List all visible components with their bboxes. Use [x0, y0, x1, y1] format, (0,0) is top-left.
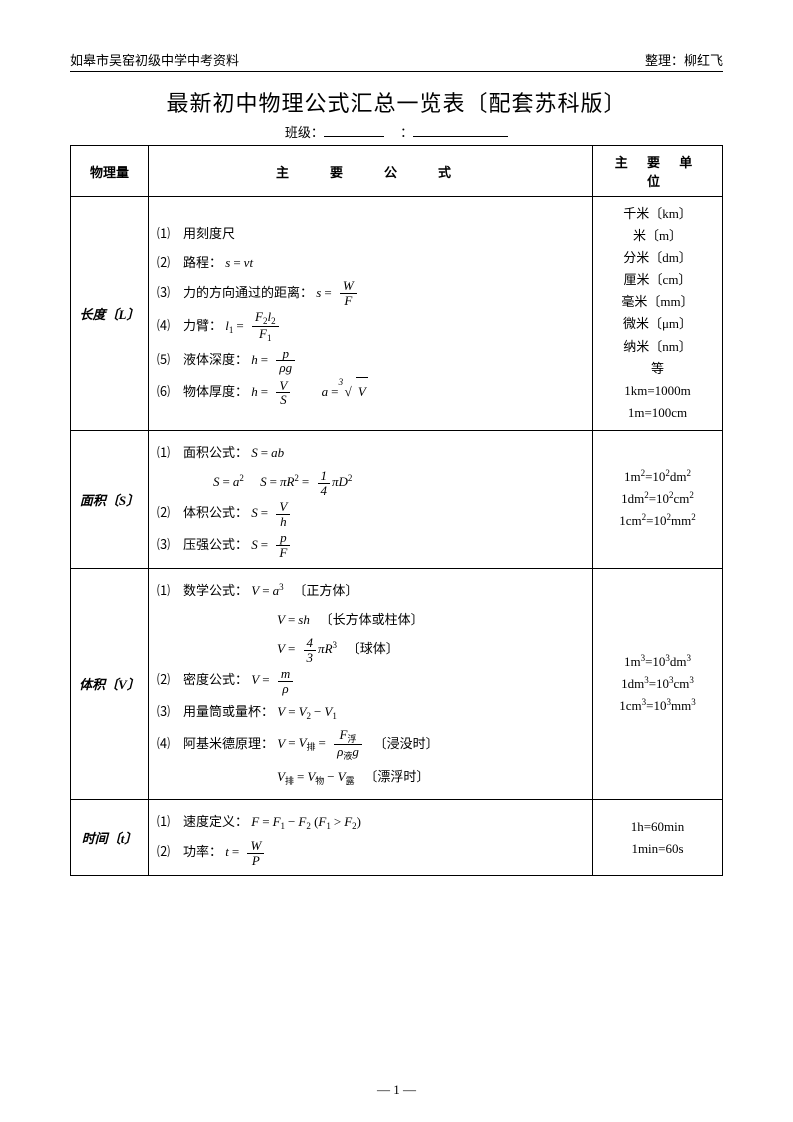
cell-time-units: 1h=60min 1min=60s: [593, 800, 723, 876]
class-label: 班级：: [285, 125, 324, 140]
th-formula: 主 要 公 式: [149, 146, 593, 197]
len-item-6: ⑹ 物体厚度： h= VS a= 3V: [157, 377, 584, 407]
cell-length-name: 长度〔L〕: [71, 197, 149, 431]
area-item-3: ⑶ 压强公式： S= pF: [157, 531, 584, 560]
row-length: 长度〔L〕 ⑴ 用刻度尺 ⑵ 路程： s=vt ⑶ 力的方向通过的距离： s= …: [71, 197, 723, 431]
blank-class[interactable]: [324, 124, 384, 137]
field-colon: ：: [400, 125, 413, 140]
len-item-4: ⑷ 力臂： l1= F2l2 F1: [157, 310, 584, 344]
area-item-1: ⑴ 面积公式： S=ab: [157, 439, 584, 466]
cell-area-name: 面积〔S〕: [71, 430, 149, 568]
len-item-1: ⑴ 用刻度尺: [157, 220, 584, 247]
len-item-2: ⑵ 路程： s=vt: [157, 249, 584, 276]
row-volume: 体积〔V〕 ⑴ 数学公式： V=a3 〔正方体〕 V=sh 〔长方体或柱体〕 V…: [71, 568, 723, 800]
time-item-1: ⑴ 速度定义： F=F1−F2 (F1>F2): [157, 808, 584, 836]
area-item-1b: S=a2 S=πR2= 14πD2: [157, 468, 584, 497]
vol-item-1: ⑴ 数学公式： V=a3 〔正方体〕: [157, 577, 584, 604]
cell-time-formulas: ⑴ 速度定义： F=F1−F2 (F1>F2) ⑵ 功率： t= WP: [149, 800, 593, 876]
cell-volume-units: 1m3=103dm3 1dm3=103cm3 1cm3=103mm3: [593, 568, 723, 800]
formula-table: 物理量 主 要 公 式 主 要 单 位 长度〔L〕 ⑴ 用刻度尺 ⑵ 路程： s…: [70, 145, 723, 876]
vol-item-2: ⑵ 密度公式： V= mρ: [157, 666, 584, 695]
cell-volume-name: 体积〔V〕: [71, 568, 149, 800]
vol-item-4b: V排=V物−V露 〔漂浮时〕: [157, 763, 584, 791]
header-right: 整理：柳红飞: [645, 50, 723, 69]
row-time: 时间〔t〕 ⑴ 速度定义： F=F1−F2 (F1>F2) ⑵ 功率： t= W…: [71, 800, 723, 876]
page-number: — 1 —: [0, 1082, 793, 1098]
vol-item-1c: V= 43πR3 〔球体〕: [157, 635, 584, 664]
cell-length-units: 千米〔km〕 米〔m〕 分米〔dm〕 厘米〔cm〕 毫米〔mm〕 微米〔μm〕 …: [593, 197, 723, 431]
len-item-3: ⑶ 力的方向通过的距离： s= WF: [157, 279, 584, 308]
len-item-5: ⑸ 液体深度： h= pρg: [157, 346, 584, 375]
time-item-2: ⑵ 功率： t= WP: [157, 838, 584, 867]
cell-area-units: 1m2=102dm2 1dm2=102cm2 1cm2=102mm2: [593, 430, 723, 568]
cuberoot-icon: 3V: [345, 377, 368, 405]
vol-item-3: ⑶ 用量筒或量杯： V=V2−V1: [157, 698, 584, 726]
area-item-2: ⑵ 体积公式： S= Vh: [157, 499, 584, 528]
th-unit: 主 要 单 位: [593, 146, 723, 197]
row-area: 面积〔S〕 ⑴ 面积公式： S=ab S=a2 S=πR2= 14πD2 ⑵ 体…: [71, 430, 723, 568]
cell-length-formulas: ⑴ 用刻度尺 ⑵ 路程： s=vt ⑶ 力的方向通过的距离： s= WF ⑷ 力…: [149, 197, 593, 431]
header-left: 如皋市吴窑初级中学中考资料: [70, 50, 239, 69]
class-line: 班级： ：: [70, 122, 723, 141]
cell-area-formulas: ⑴ 面积公式： S=ab S=a2 S=πR2= 14πD2 ⑵ 体积公式： S…: [149, 430, 593, 568]
page-title: 最新初中物理公式汇总一览表〔配套苏科版〕: [70, 86, 723, 118]
th-quantity: 物理量: [71, 146, 149, 197]
vol-item-1b: V=sh 〔长方体或柱体〕: [157, 606, 584, 633]
blank-name[interactable]: [413, 124, 508, 137]
cell-time-name: 时间〔t〕: [71, 800, 149, 876]
cell-volume-formulas: ⑴ 数学公式： V=a3 〔正方体〕 V=sh 〔长方体或柱体〕 V= 43πR…: [149, 568, 593, 800]
vol-item-4: ⑷ 阿基米德原理： V=V排= F浮 ρ液g 〔浸没时〕: [157, 728, 584, 762]
